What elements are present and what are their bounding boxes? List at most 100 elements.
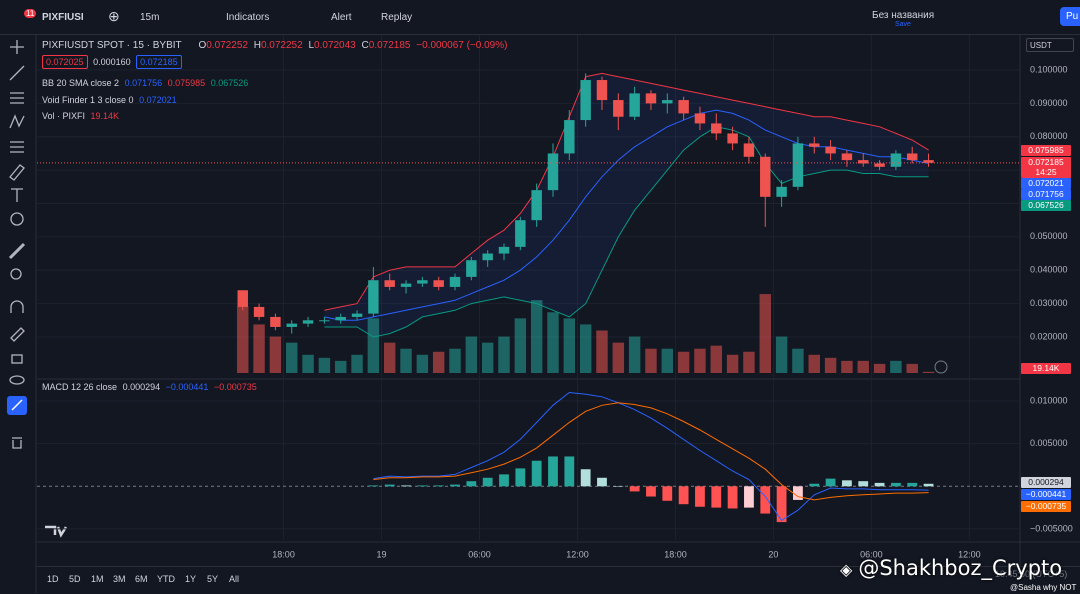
publish-button[interactable]: Pu — [1060, 7, 1080, 26]
macd-tick-label: −0.005000 — [1030, 523, 1073, 533]
volume-bar — [906, 363, 918, 373]
candle-body — [237, 290, 248, 307]
lock-tool[interactable] — [11, 354, 23, 364]
volume-bar — [628, 336, 641, 373]
magnet-tool[interactable] — [10, 300, 24, 313]
watermark-logo: ◈ — [840, 560, 853, 579]
volume-value: 19.14K — [90, 111, 120, 121]
high-value: 0.072252 — [260, 40, 303, 51]
bb-lower: 0.067526 — [210, 78, 249, 88]
candle-body — [564, 120, 575, 154]
trend-line-tool[interactable] — [9, 65, 25, 81]
candle-body — [498, 246, 510, 254]
price-tag: 14:25 — [1021, 167, 1071, 178]
x-tick-label: 06:00 — [860, 549, 883, 559]
range-button[interactable]: 1D — [47, 574, 59, 584]
macd-histogram-bar — [923, 483, 934, 487]
alert-button[interactable]: Alert — [331, 12, 352, 23]
macd-histogram-bar — [744, 486, 754, 508]
macd-histogram-bar — [776, 486, 787, 523]
candle-body — [890, 153, 902, 167]
visibility-tool[interactable] — [9, 375, 25, 385]
price-tag: 0.075985 — [1021, 145, 1071, 156]
crosshair-tool[interactable] — [10, 40, 24, 54]
projection-tool[interactable] — [10, 141, 24, 153]
indicators-button[interactable]: Indicators — [226, 12, 270, 23]
candle-body — [449, 276, 461, 287]
candle-body — [841, 153, 853, 161]
open-label: O — [198, 40, 207, 51]
currency-select[interactable]: USDT — [1026, 38, 1074, 52]
candle-body — [629, 93, 640, 117]
buy-price[interactable]: 0.072185 — [136, 55, 182, 69]
macd-histogram-bar — [678, 486, 689, 505]
watermark-text: @Shakhboz_Crypto — [858, 556, 1063, 580]
range-button[interactable]: YTD — [157, 574, 175, 584]
range-button[interactable]: 6M — [135, 574, 148, 584]
void-finder-value: 0.072021 — [139, 95, 177, 105]
interval-button[interactable]: 15m — [140, 12, 160, 23]
measure-tool[interactable] — [8, 242, 26, 260]
range-button[interactable]: 5Y — [207, 574, 219, 584]
sell-price[interactable]: 0.072025 — [42, 55, 88, 69]
range-button[interactable]: 5D — [69, 574, 81, 584]
y-tick-label: 0.050000 — [1030, 231, 1068, 241]
volume-bar — [743, 351, 755, 373]
candle-body — [923, 160, 934, 163]
volume-bar — [563, 318, 576, 373]
signal-line — [373, 402, 929, 501]
macd-histogram-bar — [466, 481, 477, 487]
bb-title: BB 20 SMA close 2 — [42, 78, 120, 88]
candle-body — [351, 313, 363, 317]
macd-histogram-bar — [613, 486, 624, 487]
macd-histogram-bar — [727, 486, 738, 509]
volume-bar — [677, 351, 690, 373]
symbol-search[interactable]: PIXFIUSI — [42, 12, 84, 23]
volume-bar — [775, 336, 788, 373]
macd-histogram-bar — [433, 485, 444, 487]
volume-bar — [449, 348, 461, 373]
lock-drawing-tool[interactable] — [10, 327, 25, 342]
layout-name[interactable]: Без названия — [872, 10, 935, 21]
fib-tool[interactable] — [10, 92, 24, 104]
macd-histogram-bar — [858, 481, 869, 487]
range-button[interactable]: 1Y — [185, 574, 197, 584]
zoom-tool[interactable] — [10, 268, 22, 280]
volume-bar — [890, 360, 902, 373]
notification-badge[interactable]: 11 — [24, 9, 37, 18]
y-tick-label: 0.100000 — [1030, 64, 1068, 74]
void-finder-legend: Void Finder 1 3 close 0 0.072021 — [42, 95, 180, 105]
pattern-tool[interactable] — [9, 114, 25, 129]
spread: 0.000160 — [93, 57, 131, 67]
macd-title: MACD 12 26 close — [42, 382, 118, 392]
volume-bar — [596, 330, 608, 373]
open-value: 0.072252 — [206, 40, 248, 51]
emoji-tool[interactable] — [10, 212, 24, 226]
volume-title: Vol · PIXFI — [42, 111, 86, 121]
volume-bar — [612, 342, 625, 373]
bb-legend: BB 20 SMA close 2 0.071756 0.075985 0.06… — [42, 78, 251, 88]
candle-body — [678, 100, 689, 114]
lightning-icon[interactable] — [934, 360, 948, 374]
bb-basis: 0.071756 — [124, 78, 163, 88]
macd-histogram-bar — [874, 482, 885, 487]
range-button[interactable]: 1M — [91, 574, 104, 584]
clock: 10:45:50 (UTC+5) — [995, 569, 1068, 579]
replay-button[interactable]: Replay — [381, 12, 413, 23]
text-tool[interactable] — [11, 188, 23, 202]
save-status[interactable]: Save — [895, 21, 911, 28]
macd-histogram-bar — [662, 486, 673, 501]
macd-histogram-bar — [629, 486, 640, 492]
range-button[interactable]: 3M — [113, 574, 126, 584]
candle-body — [645, 93, 657, 104]
volume-tag: 19.14K — [1021, 363, 1071, 374]
price-tag: 0.067526 — [1021, 200, 1071, 211]
drawing-tools — [8, 40, 26, 449]
candle-body — [907, 153, 918, 161]
candle-body — [760, 156, 771, 197]
compare-button[interactable]: ⊕ — [108, 8, 120, 24]
brush-tool[interactable] — [9, 164, 25, 181]
delete-tool[interactable] — [12, 437, 22, 449]
range-button[interactable]: All — [229, 574, 240, 584]
volume-bar — [335, 360, 347, 373]
